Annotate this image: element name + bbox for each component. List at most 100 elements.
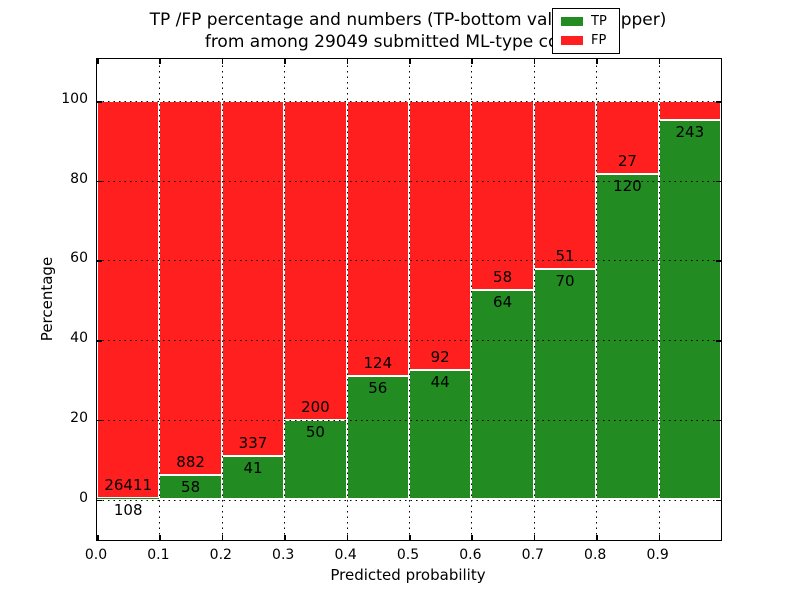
y-tick-mark (97, 260, 102, 262)
x-tick-mark (346, 59, 349, 64)
tp-count-label: 41 (243, 459, 263, 478)
y-tick-mark (97, 340, 102, 342)
y-tick-mark (97, 419, 102, 422)
x-tick-mark (658, 535, 661, 540)
x-tick-mark (533, 535, 536, 540)
legend-tp-swatch (561, 16, 583, 26)
x-tick-mark (596, 535, 598, 540)
x-tick-mark (409, 59, 411, 64)
fp-bar-segment (409, 101, 472, 371)
fp-count-label: 200 (301, 397, 330, 416)
vertical-gridline (658, 59, 660, 540)
tp-count-label: 120 (613, 177, 642, 196)
y-tick-label: 0 (79, 489, 88, 506)
tp-count-label: 243 (675, 123, 705, 142)
y-tick-label: 80 (70, 170, 88, 187)
x-tick-label: 0.1 (147, 547, 170, 563)
y-tick-mark (716, 499, 721, 501)
legend-item-tp: TP (553, 14, 619, 29)
vertical-gridline (284, 59, 286, 540)
vertical-gridline (221, 59, 223, 540)
fp-count-label: 27 (617, 152, 637, 171)
x-tick-mark (221, 59, 224, 64)
x-axis-label: Predicted probability (330, 566, 486, 584)
fp-count-label: 882 (176, 452, 205, 471)
y-tick-label: 60 (70, 250, 88, 267)
x-tick-label: 0.0 (84, 547, 108, 563)
fp-count-label: 124 (363, 353, 393, 372)
x-tick-mark (409, 535, 411, 540)
x-tick-mark (97, 59, 99, 64)
y-tick-mark (716, 101, 721, 103)
vertical-gridline (471, 59, 473, 540)
x-tick-mark (284, 59, 286, 64)
y-tick-mark (97, 180, 102, 183)
y-tick-mark (97, 101, 102, 103)
tp-count-label: 44 (430, 373, 450, 392)
plot-area: 26411 108 882 58 337 41 200 50 124 56 92 44 58 64 51 70… (96, 58, 722, 541)
tp-count-label: 56 (368, 378, 388, 397)
tp-bar-segment (221, 456, 285, 500)
legend: TP FP (552, 8, 620, 54)
fp-count-label: 26411 (104, 475, 153, 494)
x-tick-label: 0.8 (584, 547, 607, 563)
fp-bar-segment (471, 101, 534, 291)
legend-tp-label: TP (591, 13, 607, 29)
tp-bar-segment (97, 497, 160, 500)
x-tick-mark (471, 535, 473, 540)
legend-fp-label: FP (591, 33, 607, 49)
y-tick-mark (716, 340, 721, 342)
tp-bar-segment (658, 120, 721, 500)
y-tick-label: 20 (70, 409, 88, 426)
x-tick-mark (284, 535, 286, 540)
chart-title: TP /FP percentage and numbers (TP-bottom… (96, 9, 720, 53)
tp-bar-segment (596, 174, 659, 500)
y-tick-label: 40 (70, 330, 88, 347)
x-tick-mark (159, 59, 161, 64)
fp-bar-segment (346, 101, 409, 376)
tp-count-label: 70 (555, 271, 575, 290)
vertical-gridline (533, 59, 535, 540)
y-tick-mark (716, 260, 721, 262)
x-tick-label: 0.2 (209, 547, 232, 563)
fp-bar-segment (159, 101, 222, 475)
vertical-gridline (596, 59, 598, 540)
x-tick-mark (221, 535, 224, 540)
x-tick-label: 0.4 (334, 547, 357, 563)
x-tick-mark (533, 59, 536, 64)
y-tick-mark (716, 419, 721, 422)
vertical-gridline (346, 59, 348, 540)
legend-item-fp: FP (553, 33, 619, 48)
fp-count-label: 92 (430, 348, 450, 367)
fp-count-label: 58 (493, 268, 513, 287)
fp-bar-segment (533, 101, 597, 269)
fp-bar-segment (221, 101, 285, 457)
y-tick-mark (716, 180, 721, 183)
fp-bar-segment (97, 101, 160, 498)
tp-count-label: 50 (305, 422, 325, 441)
y-tick-label: 100 (61, 91, 88, 107)
chart-title-line1: TP /FP percentage and numbers (TP-bottom… (149, 10, 667, 30)
legend-fp-swatch (561, 36, 583, 46)
fp-count-label: 337 (238, 434, 268, 453)
x-tick-mark (346, 535, 349, 540)
x-tick-label: 0.6 (459, 547, 482, 563)
x-tick-mark (471, 59, 473, 64)
tp-count-label: 58 (181, 477, 201, 496)
x-tick-label: 0.5 (396, 547, 420, 563)
x-tick-label: 0.7 (521, 547, 544, 563)
y-tick-mark (97, 499, 102, 501)
x-tick-mark (97, 535, 99, 540)
tp-count-label: 64 (493, 293, 513, 312)
x-tick-mark (159, 535, 161, 540)
vertical-gridline (159, 59, 161, 540)
y-axis-label: Percentage (38, 256, 56, 342)
x-tick-mark (658, 59, 661, 64)
vertical-gridline (409, 59, 410, 540)
chart-title-line2: from among 29049 submitted ML-type conta… (204, 32, 612, 52)
tp-count-label: 108 (113, 500, 143, 519)
fp-count-label: 51 (555, 246, 575, 265)
x-tick-mark (596, 59, 598, 64)
fp-bar-segment (658, 101, 721, 121)
x-tick-label: 0.3 (272, 547, 295, 563)
